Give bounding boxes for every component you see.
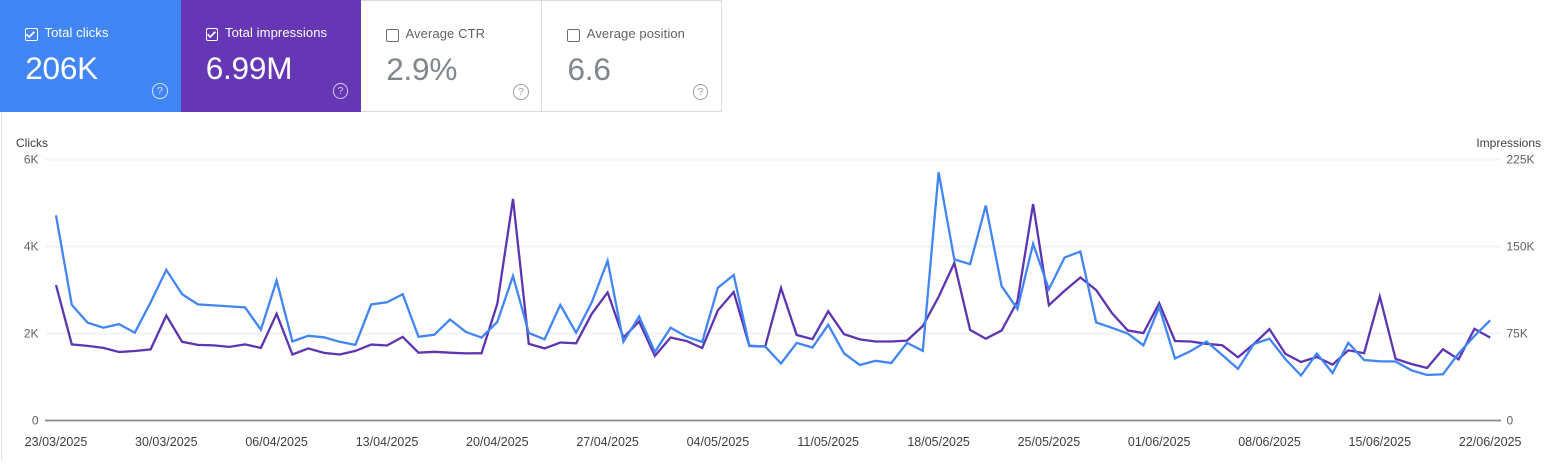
svg-text:225K: 225K	[1507, 153, 1535, 167]
svg-text:0: 0	[1507, 414, 1514, 428]
svg-text:01/06/2025: 01/06/2025	[1128, 435, 1191, 449]
svg-text:15/06/2025: 15/06/2025	[1349, 435, 1412, 449]
svg-text:4K: 4K	[24, 240, 39, 254]
svg-text:27/04/2025: 27/04/2025	[576, 435, 639, 449]
svg-text:Clicks: Clicks	[16, 136, 48, 150]
svg-text:11/05/2025: 11/05/2025	[797, 435, 859, 449]
svg-text:30/03/2025: 30/03/2025	[135, 435, 198, 449]
svg-text:25/05/2025: 25/05/2025	[1018, 435, 1081, 449]
svg-text:150K: 150K	[1507, 240, 1535, 254]
svg-text:13/04/2025: 13/04/2025	[356, 435, 419, 449]
svg-text:2K: 2K	[24, 327, 39, 341]
svg-text:75K: 75K	[1507, 327, 1528, 341]
svg-text:Impressions: Impressions	[1476, 136, 1541, 150]
svg-text:6K: 6K	[24, 153, 39, 167]
svg-text:23/03/2025: 23/03/2025	[25, 435, 88, 449]
svg-text:22/06/2025: 22/06/2025	[1459, 435, 1522, 449]
svg-text:04/05/2025: 04/05/2025	[687, 435, 750, 449]
svg-text:06/04/2025: 06/04/2025	[245, 435, 308, 449]
svg-text:18/05/2025: 18/05/2025	[907, 435, 970, 449]
svg-text:20/04/2025: 20/04/2025	[466, 435, 529, 449]
svg-text:08/06/2025: 08/06/2025	[1238, 435, 1301, 449]
svg-text:0: 0	[32, 414, 39, 428]
